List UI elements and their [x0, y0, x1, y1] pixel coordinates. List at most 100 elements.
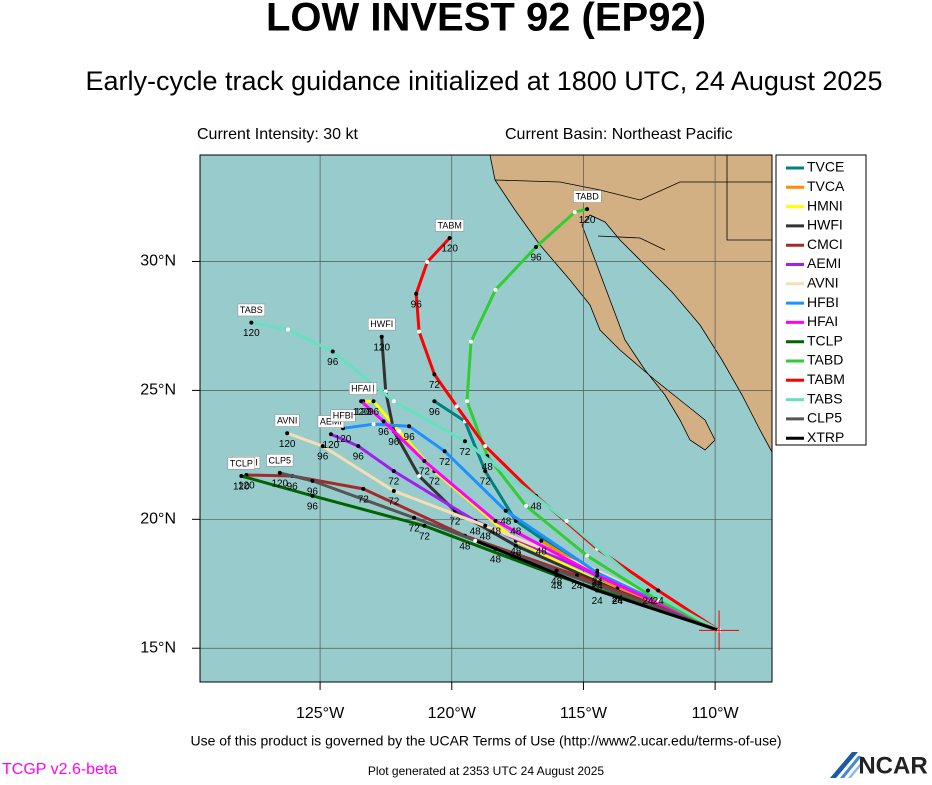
track-point [422, 459, 427, 464]
hour-label: 96 [327, 357, 339, 368]
hour-label: 120 [579, 215, 596, 226]
hour-label: 48 [500, 516, 512, 527]
track-point [468, 339, 473, 344]
track-point [564, 518, 569, 523]
hour-label: 24 [592, 581, 604, 592]
hour-label: 72 [429, 380, 441, 391]
hour-label: 96 [404, 432, 416, 443]
track-point [585, 553, 590, 558]
border [726, 155, 772, 241]
track-point [310, 478, 315, 483]
track-point [425, 259, 430, 264]
hour-label: 72 [459, 447, 471, 458]
hour-label: 120 [271, 479, 288, 490]
track-point [473, 538, 478, 543]
track-point [359, 399, 364, 404]
track-point [391, 399, 396, 404]
track-point [572, 210, 577, 215]
hour-label: 24 [592, 578, 604, 589]
track-line [246, 473, 720, 632]
track-point [447, 236, 452, 241]
legend: TVCE TVCA HMNI HWFI CMCI AEMI AVNI HFBI HFAI TCLP… [786, 159, 845, 445]
hour-label: 120 [335, 434, 352, 445]
track-point [454, 404, 459, 409]
legend-box [775, 154, 867, 446]
track-point [379, 334, 384, 339]
hour-label: 72 [358, 495, 370, 506]
hour-label: 72 [388, 497, 400, 508]
hour-label: 48 [551, 581, 563, 592]
track-point [539, 538, 544, 543]
track-point [277, 470, 282, 475]
hour-label: 48 [459, 541, 471, 552]
legend-label: TVCE [807, 159, 844, 175]
title: LOW INVEST 92 (EP92) [266, 0, 706, 40]
track-point [407, 424, 412, 429]
hour-label: 72 [409, 523, 421, 534]
track-label-box [330, 409, 356, 422]
track-point [391, 469, 396, 474]
hour-label: 48 [536, 546, 548, 557]
hour-label: 48 [490, 526, 502, 537]
track-line [286, 431, 720, 632]
track-point [534, 245, 539, 250]
track-point [656, 588, 661, 593]
track-point [483, 469, 488, 474]
track-label-box [367, 317, 396, 331]
logo: NCAR [858, 752, 927, 779]
border [494, 179, 772, 201]
track-point [310, 493, 315, 498]
track-point [371, 399, 376, 404]
track-point [656, 598, 661, 603]
lon-tick-label: 125°W [296, 705, 345, 722]
hour-label: 96 [317, 452, 329, 463]
legend-label: TABM [807, 371, 845, 387]
hour-label: 48 [510, 526, 522, 537]
track-point [412, 515, 417, 520]
track-line [360, 400, 720, 632]
hour-label: 24 [653, 596, 665, 607]
hour-label: 24 [612, 596, 624, 607]
track-point [239, 473, 244, 478]
track-point [483, 523, 488, 528]
track-point [356, 444, 361, 449]
hour-label: 120 [441, 244, 458, 255]
axes: 125°W 120°W 115°W 110°W 15°N 20°N 25°N 30°N [140, 253, 739, 723]
legend-label: XTRP [807, 429, 844, 445]
hour-label: 24 [571, 581, 583, 592]
legend-label: TVCA [807, 178, 845, 194]
hour-label: 120 [323, 440, 340, 451]
hour-label: 72 [449, 516, 461, 527]
track-point [328, 432, 333, 437]
track-point [595, 588, 600, 593]
legend-label: TCLP [807, 332, 843, 348]
hour-label: 48 [530, 501, 542, 512]
lon-tick-label: 120°W [428, 705, 477, 722]
track-layer: 24487296244824487296120HMNI24487296120HW… [200, 155, 772, 682]
track-point [381, 419, 386, 424]
lon-tick-label: 115°W [560, 705, 608, 722]
track-label: HFBI [333, 411, 354, 421]
hour-label: 24 [592, 576, 604, 587]
track-point [285, 431, 290, 436]
track-label: CLP5 [269, 455, 292, 465]
subtitle: Early-cycle track guidance initialized a… [86, 66, 883, 96]
hour-label: 72 [419, 467, 431, 478]
lat-tick-label: 25°N [140, 382, 176, 399]
hour-label: 96 [353, 452, 365, 463]
track-point [417, 473, 422, 478]
border [597, 235, 666, 251]
land-layer [489, 155, 772, 453]
track-point [493, 287, 498, 292]
hour-label: 96 [388, 437, 400, 448]
hour-label: 96 [429, 407, 441, 418]
track-point [249, 320, 254, 325]
legend-label: TABD [807, 352, 843, 368]
track-point [513, 543, 518, 548]
legend-label: AEMI [807, 255, 841, 271]
hour-label: 96 [530, 253, 542, 264]
hour-label: 120 [243, 328, 260, 339]
track-label-box [348, 382, 374, 395]
lon-tick-label: 110°W [692, 705, 740, 722]
